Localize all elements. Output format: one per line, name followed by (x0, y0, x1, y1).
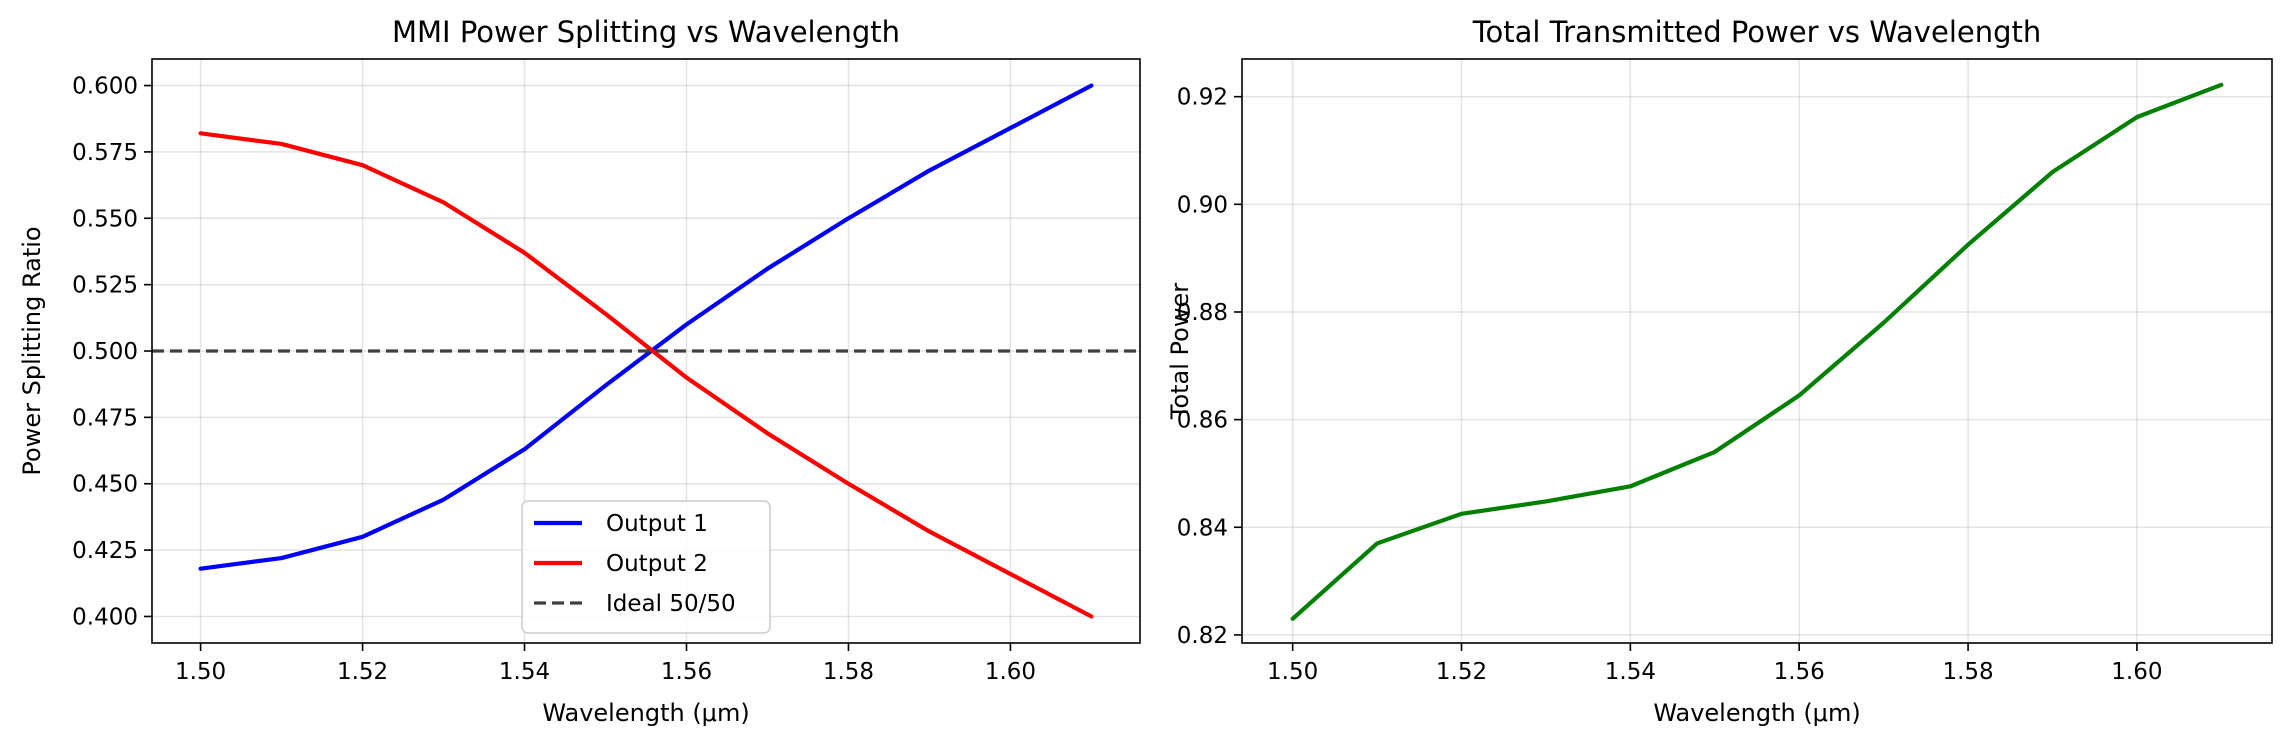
y-tick-label: 0.450 (72, 472, 138, 498)
x-tick-label: 1.52 (337, 659, 388, 685)
y-tick-label: 0.400 (72, 604, 138, 630)
x-tick-label: 1.50 (1267, 659, 1318, 685)
series-line-1 (1290, 82, 2224, 621)
y-tick-label: 0.525 (72, 273, 138, 299)
grid (1242, 59, 2272, 643)
x-tick-label: 1.60 (2111, 659, 2162, 685)
splitting-chart: 1.50 1.52 1.54 1.56 1.58 1.60 0.400 0.425 0.450 0… (18, 15, 1141, 727)
series-line-1 (198, 83, 1094, 571)
y-tick-label: 0.82 (1177, 623, 1228, 649)
y-tick-label: 0.92 (1177, 85, 1228, 111)
y-tick-label: 0.475 (72, 405, 138, 431)
y-axis-label: Power Splitting Ratio (18, 226, 46, 475)
x-tick-label: 1.54 (1605, 659, 1656, 685)
series-line-2 (198, 131, 1094, 619)
y-tick-label: 0.90 (1177, 192, 1228, 218)
chart-title: MMI Power Splitting vs Wavelength (392, 15, 900, 49)
chart-title: Total Transmitted Power vs Wavelength (1472, 15, 2042, 49)
x-tick-label: 1.58 (1942, 659, 1993, 685)
y-tick-label: 0.84 (1177, 515, 1228, 541)
x-tick-label: 1.52 (1436, 659, 1487, 685)
x-axis-label: Wavelength (μm) (542, 699, 749, 727)
x-tick-label: 1.56 (661, 659, 712, 685)
series-group (1290, 82, 2224, 621)
y-tick-label: 0.500 (72, 339, 138, 365)
legend-label: Output 1 (606, 511, 708, 537)
y-tick-label: 0.425 (72, 538, 138, 564)
y-axis-label: Total Power (1166, 283, 1194, 420)
x-axis-label: Wavelength (μm) (1653, 699, 1860, 727)
x-tick-label: 1.54 (499, 659, 550, 685)
legend: Output 1 Output 2 Ideal 50/50 (521, 500, 771, 634)
y-tick-label: 0.88 (1177, 300, 1228, 326)
y-tick-label: 0.550 (72, 206, 138, 232)
legend-label: Ideal 50/50 (606, 591, 736, 617)
plot-frame (1241, 58, 2273, 644)
legend-box (521, 500, 771, 634)
x-tick-label: 1.56 (1774, 659, 1825, 685)
legend-label: Output 2 (606, 551, 708, 577)
y-tick-label: 0.575 (72, 140, 138, 166)
y-tick-label: 0.600 (72, 74, 138, 100)
x-tick-label: 1.50 (175, 659, 226, 685)
x-tick-label: 1.58 (823, 659, 874, 685)
y-tick-label: 0.86 (1177, 408, 1228, 434)
total-power-chart: 1.50 1.52 1.54 1.56 1.58 1.60 0.82 0.84 0.86 0.88… (1166, 15, 2273, 727)
series-group (152, 83, 1140, 619)
x-tick-label: 1.60 (985, 659, 1036, 685)
